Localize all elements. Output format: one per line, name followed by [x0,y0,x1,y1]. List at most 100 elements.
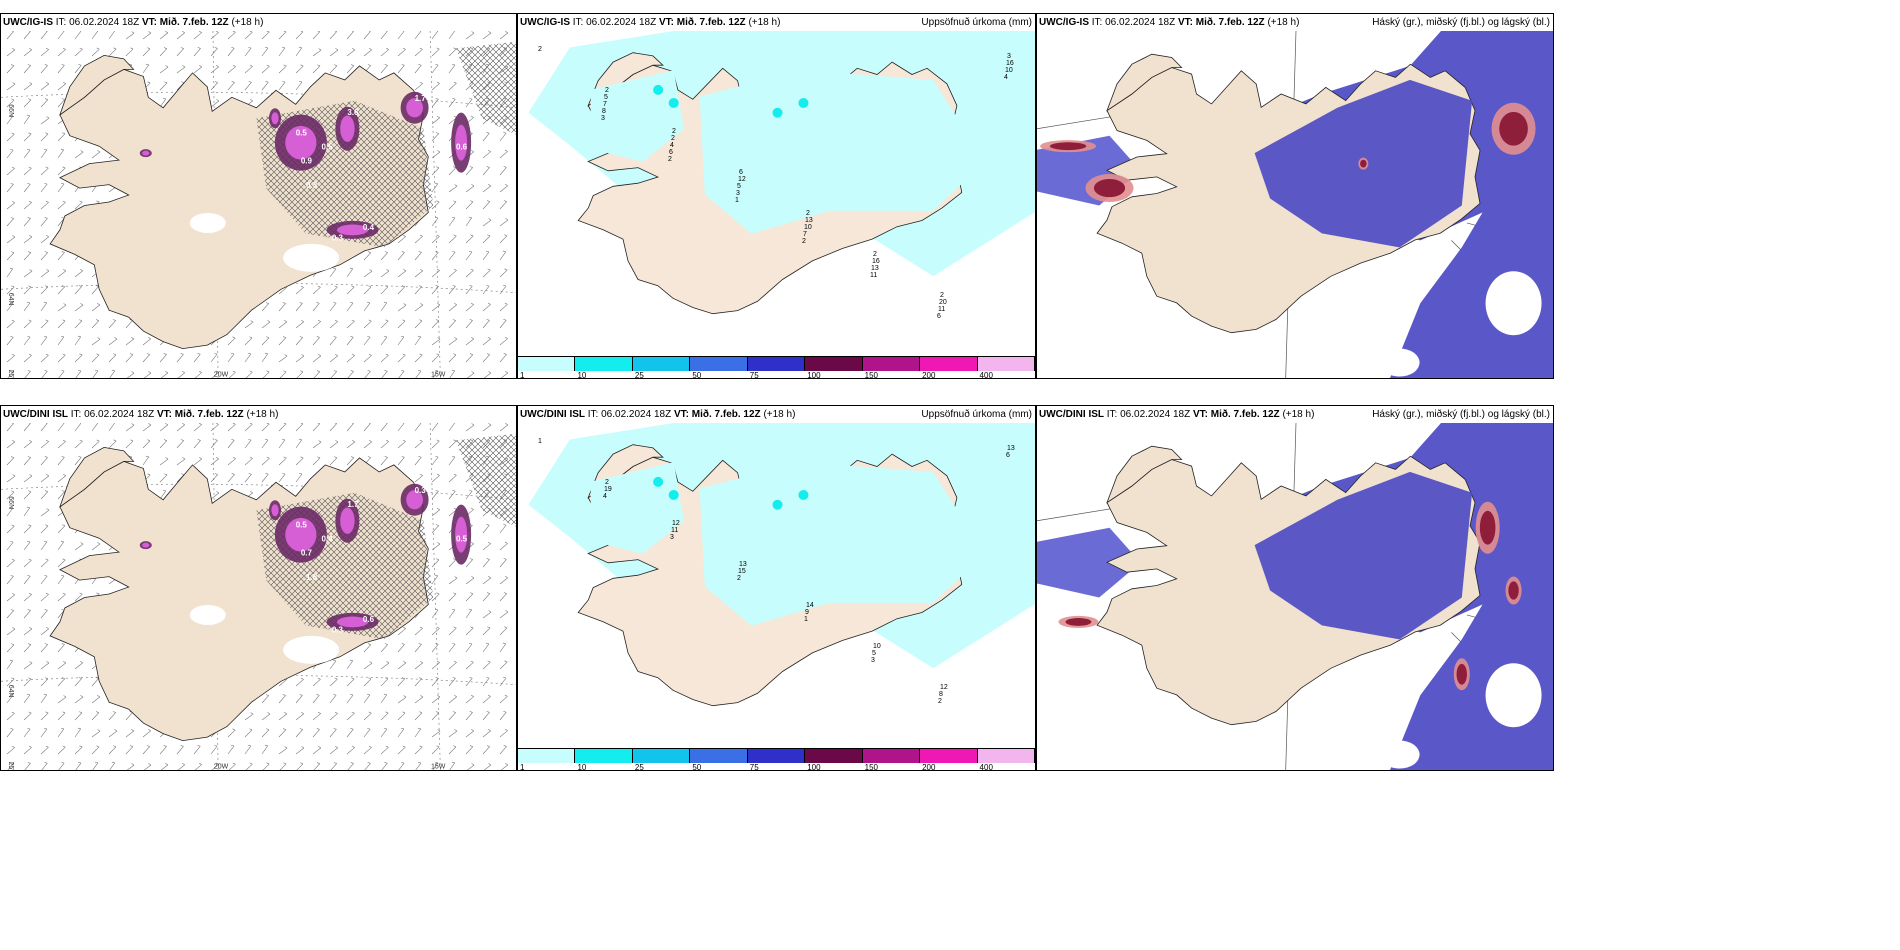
precip-accum-value: 10 [1005,67,1013,74]
precip-accum-value: 3 [601,115,605,122]
precip-accum-value: 19 [604,486,612,493]
precip-value: 0.5 [296,521,308,530]
axis-label: 20W [214,372,229,379]
precip-value: 0.4 [322,535,334,544]
precip-accum-value: 4 [670,142,674,149]
colorbar-cell [518,356,576,371]
precip-blob-core [340,115,355,142]
precip-value: 0.6 [456,143,468,152]
panel-precip-top: UWC/IG-IS IT: 06.02.2024 18Z VT: Mið. 7.… [517,13,1036,379]
precip-spot [772,499,783,510]
precip-accum-value: 5 [872,650,876,657]
panel-precip-bottom: UWC/DINI ISL IT: 06.02.2024 18Z VT: Mið.… [517,405,1036,771]
panel-right-title: Háský (gr.), miðský (fj.bl.) og lágský (… [1372,409,1550,420]
panel-header: UWC/DINI ISL IT: 06.02.2024 18Z VT: Mið.… [520,409,796,420]
precip-value: 1.8 [306,573,318,582]
precip-accum-value: 2 [873,251,877,258]
precip-blob-core [285,125,317,160]
high-cloud-core [1093,178,1126,198]
colorbar-tick-label: 100 [807,371,821,379]
precip-spot [772,107,783,118]
precip-blob-core [406,98,423,118]
precip-blob-core [336,616,369,628]
precip-value: 0.4 [363,223,375,232]
panel-header: UWC/IG-IS IT: 06.02.2024 18Z VT: Mið. 7.… [3,17,264,28]
westfjords-landmass [59,446,135,508]
precip-accum-value: 11 [938,306,945,313]
precip-blob-core [285,517,317,552]
colorbar-tick-label: 75 [749,371,759,379]
panel-cloud-bottom: UWC/DINI ISL IT: 06.02.2024 18Z VT: Mið.… [1036,405,1554,771]
panel-right-title: Uppsöfnuð úrkoma (mm) [921,409,1032,420]
colorbar-tick-label: 25 [634,371,644,379]
precip-accum-value: 3 [871,657,875,664]
high-cloud-core [1456,663,1467,685]
precip-blob-core [340,507,355,534]
precip-accum-value: 3 [1007,53,1011,60]
precip-accum-value: 8 [602,108,606,115]
clear-sky-patch [1379,348,1420,377]
hatched-sea-area [456,41,516,135]
white-patch [189,604,226,625]
precip-value: 0.9 [301,157,313,166]
axis-label: 25W [7,762,14,771]
precip-accum-value: 13 [739,561,747,568]
colorbar-tick-label: 400 [979,763,993,771]
precip-blob-core [455,124,468,161]
high-cloud-core [1065,618,1092,626]
colorbar-cell [632,356,691,371]
precip-accum-value: 6 [739,169,743,176]
precip-accum-value: 2 [538,46,542,53]
precip-accum-value: 13 [1007,445,1015,452]
precip-accum-value: 5 [737,183,741,190]
high-cloud-core [1479,510,1496,545]
colorbar-cell [805,356,863,371]
colorbar-cell [862,356,921,371]
colorbar-cell [977,356,1035,371]
precip-accum-value: 5 [604,94,608,101]
precip-accum-value: 1 [538,438,542,445]
colorbar-tick-label: 10 [577,763,587,771]
precip-value: 3.6 [347,108,359,117]
precip-accum-value: 2 [737,575,741,582]
panel-right-title: Uppsöfnuð úrkoma (mm) [921,17,1032,28]
clear-sky-patch [1485,271,1542,336]
white-patch [189,212,226,233]
precip-blob-core [455,516,468,553]
precip-value: 0.5 [296,129,308,138]
white-patch [283,635,340,664]
precip-accum-value: 14 [806,602,814,609]
panel-wind-top: UWC/IG-IS IT: 06.02.2024 18Z VT: Mið. 7.… [0,13,517,379]
wind-map: 0.5 0.7 1.7 0.3 1.8 0.5 0.4 0.6 0.3 66N 64N 25W 20W 1… [1,423,516,771]
precip-accum-value: 4 [1004,74,1008,81]
high-cloud-core [1049,142,1087,151]
precip-value: 0.6 [363,615,375,624]
precip-accum-value: 3 [736,190,740,197]
colorbar-cell [747,356,806,371]
precip-spot [668,97,679,108]
graticule-64n [1,282,516,293]
high-cloud-core [1360,159,1367,168]
precip-accum-value: 6 [1006,452,1010,459]
panel-header: UWC/DINI ISL IT: 06.02.2024 18Z VT: Mið.… [3,409,279,420]
axis-label: 66N [7,104,14,117]
precip-value: 0.3 [332,233,344,242]
colorbar-cell [862,748,921,763]
precip-blob-core [271,504,279,517]
precip-accum-value: 2 [605,479,609,486]
colorbar-tick-label: 150 [864,371,879,379]
westfjords-landmass [59,54,135,116]
precip-accum-value: 3 [670,534,674,541]
precip-spot [668,489,679,500]
panel-cloud-top: UWC/IG-IS IT: 06.02.2024 18Z VT: Mið. 7.… [1036,13,1554,379]
axis-label: 64N [7,293,14,306]
precip-accum-value: 6 [937,313,941,320]
panel-wind-bottom: UWC/DINI ISL IT: 06.02.2024 18Z VT: Mið.… [0,405,517,771]
cloud-map [1037,423,1553,770]
axis-label: 66N [7,496,14,509]
precip-accum-value: 16 [872,258,880,265]
colorbar-cell [747,748,806,763]
precip-value: 0.3 [415,486,427,495]
high-cloud-core [1508,581,1519,600]
